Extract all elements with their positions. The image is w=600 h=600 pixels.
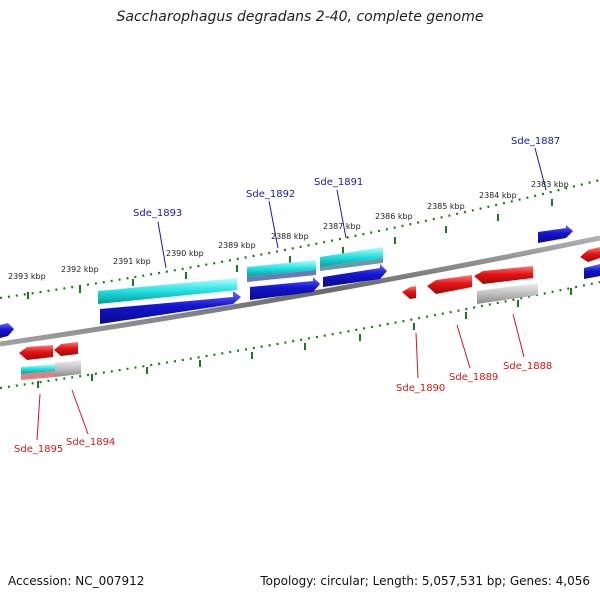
gene-label[interactable]: Sde_1895 (14, 444, 63, 455)
gene-label[interactable]: Sde_1890 (396, 383, 445, 394)
bottom-major-ticks (37, 288, 572, 388)
gene-feature-reverse[interactable] (402, 286, 416, 299)
kbp-label: 2393 kbp (8, 272, 46, 281)
gene-feature-cds-cyan[interactable] (98, 278, 237, 304)
gene-feature-reverse[interactable] (19, 345, 53, 360)
gene-label[interactable]: Sde_1887 (511, 136, 560, 147)
gene-label[interactable]: Sde_1888 (503, 361, 552, 372)
gene-label[interactable]: Sde_1894 (66, 437, 115, 448)
gene-feature-forward[interactable] (538, 225, 573, 243)
gene-feature-cds-cyan[interactable] (21, 364, 55, 374)
gene-feature-gray[interactable] (55, 360, 81, 377)
accession-text: Accession: NC_007912 (8, 574, 145, 588)
gene-feature-forward[interactable] (584, 264, 600, 279)
gene-label[interactable]: Sde_1893 (133, 208, 182, 219)
gene-feature-cds-cyan[interactable] (247, 260, 316, 277)
forward-strand-features (0, 225, 600, 338)
gene-feature-forward[interactable] (0, 323, 14, 338)
gene-label[interactable]: Sde_1889 (449, 372, 498, 383)
kbp-label: 2391 kbp (113, 257, 151, 266)
top-major-ticks (27, 199, 553, 299)
genome-summary-text: Topology: circular; Length: 5,057,531 bp… (260, 574, 590, 588)
gene-feature-forward[interactable] (323, 264, 387, 287)
gene-feature-cds-cyan[interactable] (320, 247, 383, 267)
gene-feature-gray[interactable] (477, 283, 538, 304)
kbp-labels: 2393 kbp 2392 kbp 2391 kbp 2390 kbp 2389… (8, 180, 569, 281)
kbp-label: 2388 kbp (271, 232, 309, 241)
gene-labels-bottom: Sde_1895 Sde_1894 Sde_1890 Sde_1889 Sde_… (14, 361, 552, 455)
top-ruler-track (0, 178, 600, 300)
kbp-label: 2383 kbp (531, 180, 569, 189)
kbp-label: 2389 kbp (218, 241, 256, 250)
gene-feature-gray[interactable] (21, 371, 55, 380)
gene-feature-forward[interactable] (250, 277, 320, 300)
gene-feature-reverse[interactable] (427, 275, 472, 294)
gene-label[interactable]: Sde_1892 (246, 189, 295, 200)
map-title: Saccharophagus degradans 2-40, complete … (116, 9, 484, 25)
kbp-label: 2386 kbp (375, 212, 413, 221)
kbp-label: 2384 kbp (479, 191, 517, 200)
kbp-label: 2390 kbp (166, 249, 204, 258)
reverse-strand-features (19, 266, 538, 380)
gene-labels-top: Sde_1893 Sde_1892 Sde_1891 Sde_1887 (133, 136, 560, 219)
kbp-label: 2385 kbp (427, 202, 465, 211)
genome-backbone (0, 235, 600, 347)
gene-feature-reverse[interactable] (54, 342, 78, 356)
gene-feature-gray[interactable] (320, 258, 383, 271)
kbp-label: 2387 kbp (323, 222, 361, 231)
gene-feature-gray[interactable] (247, 270, 316, 282)
gene-label[interactable]: Sde_1891 (314, 177, 363, 188)
leader-lines-bottom (36, 313, 525, 441)
leader-lines-top (157, 147, 547, 269)
gene-feature-forward[interactable] (100, 291, 241, 324)
kbp-label: 2392 kbp (61, 265, 99, 274)
gene-feature-reverse[interactable] (474, 266, 533, 284)
gene-feature-reverse[interactable] (580, 247, 600, 262)
